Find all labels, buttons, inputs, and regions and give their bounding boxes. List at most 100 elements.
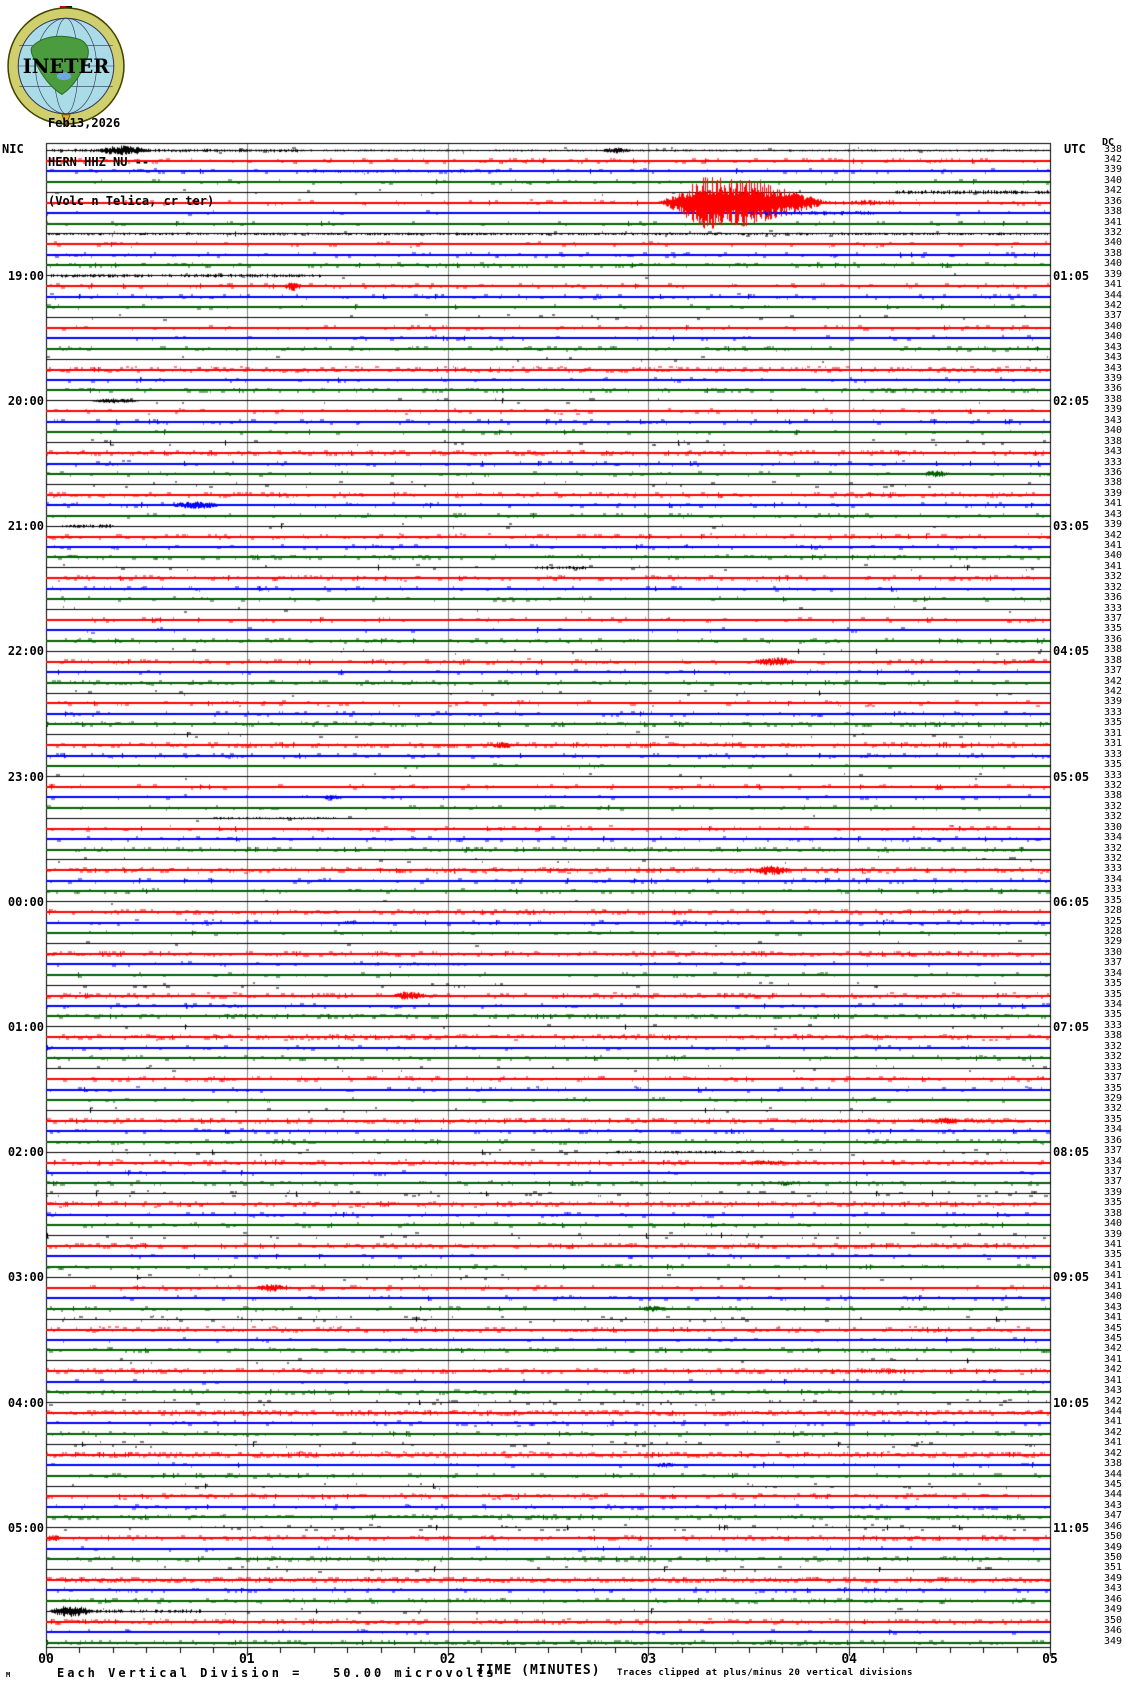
x-axis-tick-label: 05 xyxy=(1042,1652,1058,1667)
dc-value: 339 xyxy=(1103,164,1122,176)
logo-lake xyxy=(56,72,72,81)
dc-value: 337 xyxy=(1103,1166,1122,1177)
logo-text: INETER xyxy=(23,55,110,78)
dc-value: 328 xyxy=(1103,905,1122,917)
hour-label-right: 08:05 xyxy=(1053,1145,1090,1160)
dc-value: 333 xyxy=(1103,456,1122,468)
dc-value: 340 xyxy=(1103,331,1122,343)
dc-value: 343 xyxy=(1103,341,1122,353)
dc-value: 337 xyxy=(1103,957,1122,969)
dc-value: 338 xyxy=(1103,1458,1122,1470)
dc-value: 341 xyxy=(1103,279,1122,291)
dc-value: 343 xyxy=(1103,446,1122,458)
dc-value: 334 xyxy=(1103,832,1122,844)
dc-value: 329 xyxy=(1103,1092,1122,1104)
dc-value: 343 xyxy=(1103,352,1122,364)
dc-value: 335 xyxy=(1103,1197,1122,1209)
dc-value: 339 xyxy=(1103,519,1122,531)
x-axis-tick-label: 02 xyxy=(439,1652,456,1667)
dc-value: 337 xyxy=(1103,310,1122,322)
dc-value: 345 xyxy=(1103,1322,1122,1334)
hour-label-left: 20:00 xyxy=(7,393,44,408)
dc-value: 344 xyxy=(1103,1489,1122,1501)
dc-value: 337 xyxy=(1103,1072,1122,1084)
hour-label-right: 11:05 xyxy=(1053,1520,1090,1535)
dc-value: 345 xyxy=(1103,1332,1122,1344)
dc-value: 332 xyxy=(1103,226,1122,238)
dc-value: 339 xyxy=(1103,696,1122,708)
dc-value: 339 xyxy=(1103,268,1122,280)
dc-value: 343 xyxy=(1103,1499,1122,1511)
dc-value: 341 xyxy=(1103,498,1122,510)
timezone-label-left: NIC xyxy=(2,142,24,156)
hour-label-left: 05:00 xyxy=(7,1520,44,1535)
dc-value: 345 xyxy=(1103,1479,1122,1490)
dc-value: 335 xyxy=(1103,894,1122,906)
dc-value: 341 xyxy=(1103,1280,1122,1292)
dc-value: 349 xyxy=(1103,1541,1122,1553)
dc-value: 333 xyxy=(1103,748,1122,760)
dc-value: 341 xyxy=(1103,1312,1122,1324)
dc-value: 342 xyxy=(1103,153,1122,165)
dc-value: 332 xyxy=(1103,779,1122,791)
hour-label-left: 04:00 xyxy=(7,1395,44,1410)
dc-value: 340 xyxy=(1103,237,1122,249)
dc-value: 336 xyxy=(1103,195,1122,207)
dc-value: 342 xyxy=(1103,675,1122,687)
dc-value: 340 xyxy=(1103,550,1122,562)
hour-label-right: 02:05 xyxy=(1053,393,1090,408)
dc-value: 336 xyxy=(1103,383,1122,395)
dc-value: 339 xyxy=(1103,1228,1122,1240)
dc-value: 340 xyxy=(1103,1291,1122,1303)
dc-value: 341 xyxy=(1103,1270,1122,1282)
dc-value: 342 xyxy=(1103,1364,1122,1376)
dc-value: 344 xyxy=(1103,289,1122,301)
dc-value: 330 xyxy=(1103,946,1122,958)
dc-value: 335 xyxy=(1103,988,1122,1000)
dc-value: 333 xyxy=(1103,1019,1122,1031)
dc-value: 335 xyxy=(1103,1009,1122,1021)
dc-value: 334 xyxy=(1103,967,1122,979)
dc-value: 335 xyxy=(1103,978,1122,990)
header-block: Feb13,2026 HERN HHZ NU -- (Volc n Telica… xyxy=(48,91,214,221)
logo-plumb xyxy=(61,114,71,127)
dc-value: 349 xyxy=(1103,1604,1122,1616)
dc-value: 342 xyxy=(1103,1426,1122,1438)
dc-value: 342 xyxy=(1103,1395,1122,1407)
header-station: HERN HHZ NU -- xyxy=(48,155,150,169)
dc-value: 350 xyxy=(1103,1614,1122,1626)
dc-value: 331 xyxy=(1103,727,1122,739)
dc-value: 338 xyxy=(1103,247,1122,259)
dc-value: 332 xyxy=(1103,800,1122,812)
hour-label-left: 22:00 xyxy=(7,644,44,659)
dc-value: 339 xyxy=(1103,373,1122,385)
dc-value: 337 xyxy=(1103,1145,1122,1157)
dc-value: 332 xyxy=(1103,1051,1122,1063)
dc-value: 347 xyxy=(1103,1510,1122,1522)
dc-value: 338 xyxy=(1103,435,1122,447)
dc-value: 338 xyxy=(1103,654,1122,666)
dc-value: 338 xyxy=(1103,1207,1122,1219)
dc-value: 338 xyxy=(1103,644,1122,656)
dc-value: 338 xyxy=(1103,1030,1122,1042)
dc-value: 328 xyxy=(1103,926,1122,938)
dc-value: 341 xyxy=(1103,216,1122,228)
dc-value: 349 xyxy=(1103,1572,1122,1584)
dc-value: 332 xyxy=(1103,811,1122,823)
dc-value: 343 xyxy=(1103,1301,1122,1313)
dc-value: 341 xyxy=(1103,1374,1122,1386)
dc-value: 332 xyxy=(1103,842,1122,854)
dc-value: 342 xyxy=(1103,300,1122,311)
dc-value: 343 xyxy=(1103,414,1122,426)
dc-value: 334 xyxy=(1103,1155,1122,1167)
hour-label-left: 03:00 xyxy=(7,1270,44,1285)
dc-value: 341 xyxy=(1103,539,1122,551)
dc-value: 342 xyxy=(1103,1343,1122,1355)
dc-value: 336 xyxy=(1103,633,1122,645)
dc-value: 344 xyxy=(1103,1405,1122,1417)
dc-value: 332 xyxy=(1103,571,1122,583)
dc-value: 330 xyxy=(1103,821,1122,833)
dc-value: 343 xyxy=(1103,362,1122,374)
hour-label-right: 10:05 xyxy=(1053,1395,1090,1410)
